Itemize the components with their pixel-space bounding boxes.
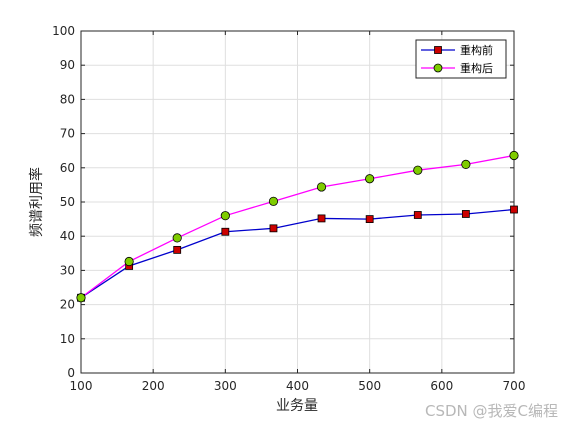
data-point-0 xyxy=(317,214,326,223)
x-tick-label: 300 xyxy=(214,379,237,393)
legend-label-0: 重构前 xyxy=(460,43,493,57)
series-lines xyxy=(80,154,515,299)
y-tick-label: 20 xyxy=(60,298,75,312)
data-point-0 xyxy=(461,210,470,218)
series-markers xyxy=(76,150,519,303)
x-tick-label: 600 xyxy=(430,379,453,393)
data-point-0 xyxy=(413,211,422,219)
plot-frame xyxy=(80,30,515,374)
x-tick-label: 100 xyxy=(70,379,93,393)
data-point-1 xyxy=(461,159,471,169)
legend-marker-0 xyxy=(434,46,442,54)
series-line-1 xyxy=(80,154,515,299)
y-axis-label: 频谱利用率 xyxy=(28,167,45,237)
x-tick-label: 500 xyxy=(358,379,381,393)
data-point-1 xyxy=(509,150,519,161)
legend-marker-1 xyxy=(433,63,443,73)
y-tick-label: 60 xyxy=(60,161,75,175)
legend: 重构前 重构后 xyxy=(415,39,507,79)
data-point-1 xyxy=(316,182,327,192)
y-tick-label: 40 xyxy=(60,229,75,243)
y-tick-label: 90 xyxy=(60,58,75,72)
x-tick-label: 200 xyxy=(142,379,165,393)
data-point-0 xyxy=(221,227,230,236)
data-point-0 xyxy=(510,205,518,214)
watermark: CSDN @我爱C编程 xyxy=(425,402,558,420)
y-tick-label: 80 xyxy=(60,92,75,106)
data-point-1 xyxy=(124,256,134,267)
x-tick-label: 400 xyxy=(286,379,309,393)
data-point-1 xyxy=(268,196,279,206)
x-tick-label: 700 xyxy=(503,379,526,393)
y-tick-label: 70 xyxy=(60,127,75,141)
data-point-0 xyxy=(269,224,278,233)
y-tick-label: 30 xyxy=(60,263,75,277)
y-tick-label: 50 xyxy=(60,195,75,209)
series-line-0 xyxy=(80,208,515,299)
data-point-1 xyxy=(413,165,423,175)
data-point-1 xyxy=(76,293,86,303)
data-point-1 xyxy=(365,174,375,184)
data-point-0 xyxy=(173,245,182,254)
data-point-0 xyxy=(365,215,374,224)
data-point-1 xyxy=(220,211,230,221)
y-tick-label: 100 xyxy=(52,24,75,38)
x-axis-label: 业务量 xyxy=(276,398,318,414)
data-point-1 xyxy=(172,233,182,243)
axis-ticks: 100 200 300 400 500 600 700 0 10 20 30 40 50 60 70 80 90… xyxy=(52,24,525,393)
y-tick-label: 10 xyxy=(60,332,75,346)
legend-label-1: 重构后 xyxy=(460,61,493,75)
y-tick-label: 0 xyxy=(67,366,75,380)
legend-box xyxy=(415,39,507,79)
